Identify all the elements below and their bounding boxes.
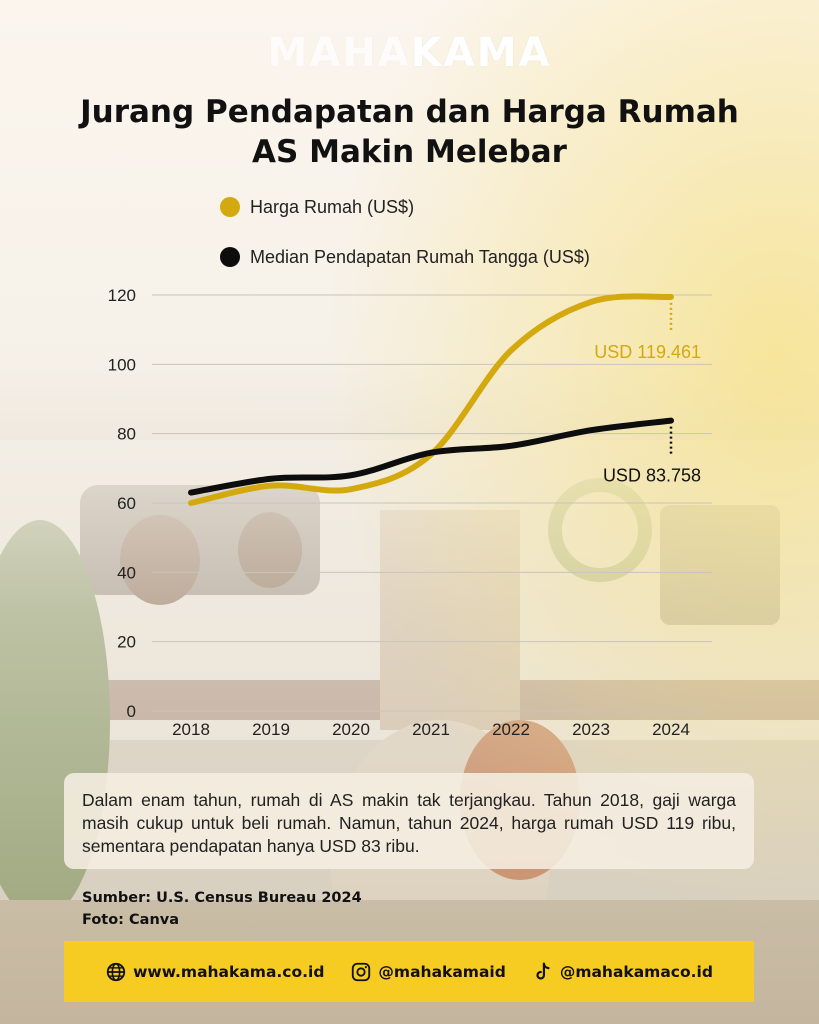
annotation-label-0: USD 119.461	[594, 342, 701, 362]
instagram-icon	[352, 962, 371, 981]
description-text: Dalam enam tahun, rumah di AS makin tak …	[82, 790, 736, 856]
footer-instagram-text: @mahakamaid	[378, 962, 506, 981]
tiktok-icon	[536, 962, 550, 979]
legend-label-harga: Harga Rumah (US$)	[250, 196, 415, 217]
legend-dot-gold	[220, 197, 240, 217]
y-tick-label: 40	[117, 563, 136, 582]
footer-bar: www.mahakama.co.id @mahakamaid @mahakama…	[64, 941, 754, 1002]
x-tick-label: 2019	[252, 720, 290, 739]
description-box: Dalam enam tahun, rumah di AS makin tak …	[64, 773, 754, 869]
footer-tiktok-text: @mahakamaco.id	[559, 962, 713, 981]
globe-icon	[106, 962, 126, 981]
x-tick-label: 2018	[172, 720, 210, 739]
x-tick-label: 2021	[412, 720, 450, 739]
x-tick-label: 2022	[492, 720, 530, 739]
y-tick-label: 20	[117, 633, 136, 652]
legend-item-harga: Harga Rumah (US$)	[220, 195, 590, 219]
photo-credit: Foto: Canva	[82, 912, 180, 928]
legend-label-pendapatan: Median Pendapatan Rumah Tangga (US$)	[250, 246, 590, 267]
x-tick-label: 2023	[572, 720, 610, 739]
chart-legend: Harga Rumah (US$) Median Pendapatan Ruma…	[220, 195, 590, 295]
footer-tiktok[interactable]: @mahakamaco.id	[532, 961, 713, 983]
x-tick-label: 2024	[652, 720, 690, 739]
series-line-0	[188, 293, 674, 506]
footer-instagram[interactable]: @mahakamaid	[350, 961, 506, 983]
y-tick-label: 80	[117, 425, 136, 444]
y-tick-label: 60	[117, 494, 136, 513]
y-tick-label: 100	[108, 355, 136, 374]
footer-website-text: www.mahakama.co.id	[133, 962, 325, 981]
title-line-2: AS Makin Melebar	[252, 134, 567, 170]
series-line-1	[188, 417, 674, 496]
legend-dot-black	[220, 247, 240, 267]
brand-logo: MAHAKAMA	[267, 30, 552, 76]
legend-item-pendapatan: Median Pendapatan Rumah Tangga (US$)	[220, 245, 590, 269]
y-tick-label: 0	[127, 702, 136, 721]
source-text: Sumber: U.S. Census Bureau 2024	[82, 890, 362, 906]
sources: Sumber: U.S. Census Bureau 2024 Foto: Ca…	[82, 887, 362, 931]
page-title: Jurang Pendapatan dan Harga Rumah AS Mak…	[40, 92, 779, 172]
annotation-label-1: USD 83.758	[603, 466, 701, 486]
title-line-1: Jurang Pendapatan dan Harga Rumah	[80, 94, 739, 130]
footer-website[interactable]: www.mahakama.co.id	[105, 961, 324, 983]
x-tick-label: 2020	[332, 720, 370, 739]
y-tick-label: 120	[108, 286, 136, 305]
